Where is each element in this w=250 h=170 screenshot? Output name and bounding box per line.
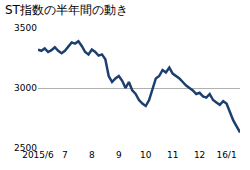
svg-text:12: 12 xyxy=(194,150,205,160)
svg-text:10: 10 xyxy=(140,150,152,160)
svg-text:16/1: 16/1 xyxy=(216,150,236,160)
svg-text:2500: 2500 xyxy=(14,143,37,153)
svg-text:8: 8 xyxy=(89,150,95,160)
svg-text:2015/6: 2015/6 xyxy=(22,150,54,160)
svg-text:3000: 3000 xyxy=(14,83,37,93)
svg-text:11: 11 xyxy=(167,150,178,160)
svg-text:7: 7 xyxy=(62,150,68,160)
svg-text:ST指数の半年間の動き: ST指数の半年間の動き xyxy=(5,3,128,17)
svg-text:9: 9 xyxy=(116,150,122,160)
svg-text:3500: 3500 xyxy=(14,23,37,33)
